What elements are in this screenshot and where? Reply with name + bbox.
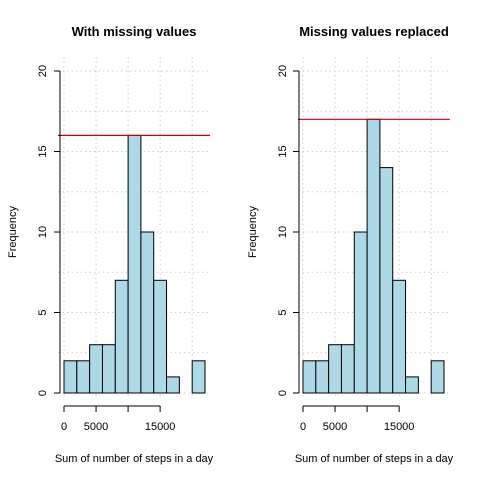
y-axis-label: Frequency: [7, 206, 19, 258]
histogram-panel-2: 0 5 10 15 20 0 5000 15000 Missing values replace…: [247, 24, 454, 465]
bar: [430, 360, 445, 394]
x-tick-label: 5000: [84, 421, 108, 433]
bar: [405, 376, 419, 394]
bar: [166, 376, 180, 394]
bar: [153, 279, 168, 394]
bar: [127, 134, 142, 394]
x-tick-label: 0: [300, 421, 306, 433]
bar: [89, 344, 103, 394]
bar: [191, 360, 206, 394]
y-axis: 0 5 10 15 20: [277, 65, 300, 396]
y-tick-label: 15: [277, 145, 289, 157]
chart-title: With missing values: [72, 24, 197, 39]
y-tick-label: 5: [277, 309, 289, 315]
bar: [140, 231, 155, 394]
y-tick-label: 15: [37, 145, 49, 157]
bar: [340, 344, 355, 394]
y-tick-label: 10: [277, 226, 289, 238]
bar: [392, 279, 407, 394]
bar: [76, 360, 91, 394]
y-axis-label: Frequency: [247, 206, 259, 258]
y-tick-label: 5: [37, 309, 49, 315]
y-tick-label: 0: [37, 390, 49, 396]
bar: [328, 344, 342, 394]
bar: [379, 167, 394, 394]
bar: [302, 360, 317, 394]
x-tick-label: 0: [61, 421, 67, 433]
histogram-panel-1: 0 5 10 15 20 0 5000 15000 With missing values Sum…: [7, 24, 214, 465]
bar: [114, 279, 129, 394]
y-tick-label: 20: [37, 65, 49, 77]
bar: [353, 231, 368, 394]
x-tick-label: 15000: [384, 421, 415, 433]
bars: [63, 134, 206, 394]
x-axis: 0 5000 15000: [300, 405, 415, 433]
y-axis: 0 5 10 15 20: [37, 65, 61, 396]
y-tick-label: 10: [37, 226, 49, 238]
x-axis: 0 5000 15000: [61, 405, 176, 433]
chart-title: Missing values replaced: [299, 24, 449, 39]
bar: [101, 344, 116, 394]
x-axis-label: Sum of number of steps in a day: [295, 453, 454, 465]
x-tick-label: 15000: [145, 421, 176, 433]
bars: [302, 118, 445, 394]
x-axis-label: Sum of number of steps in a day: [55, 453, 214, 465]
x-tick-label: 5000: [323, 421, 347, 433]
bar: [315, 360, 330, 394]
y-tick-label: 0: [277, 390, 289, 396]
y-tick-label: 20: [277, 65, 289, 77]
bar: [63, 360, 78, 394]
bar: [366, 118, 381, 394]
